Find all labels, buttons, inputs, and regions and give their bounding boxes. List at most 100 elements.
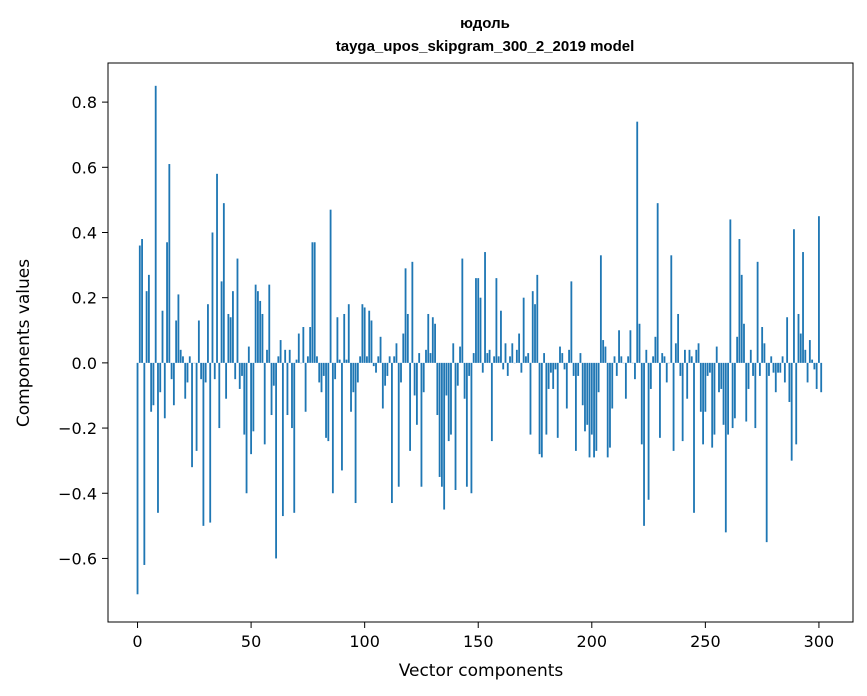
- bar-228: [654, 336, 657, 363]
- bar-159: [497, 356, 500, 363]
- bar-240: [681, 362, 684, 442]
- bar-17: [175, 320, 178, 363]
- bar-266: [740, 274, 743, 363]
- bar-263: [733, 362, 736, 419]
- bar-80: [318, 362, 321, 383]
- bar-46: [241, 362, 243, 376]
- bar-300: [818, 216, 820, 363]
- bar-227: [652, 356, 655, 363]
- y-tick-label: −0.6: [58, 549, 97, 568]
- bar-212: [618, 330, 620, 363]
- bar-260: [727, 362, 729, 435]
- bar-117: [402, 333, 405, 363]
- bar-279: [770, 356, 773, 363]
- bar-208: [609, 362, 611, 448]
- bar-19: [179, 349, 182, 363]
- bar-45: [238, 362, 241, 389]
- bar-239: [679, 362, 682, 376]
- bar-59: [270, 362, 273, 416]
- bar-165: [511, 343, 514, 363]
- bar-16: [172, 362, 175, 406]
- chart-title: юдоль: [460, 15, 510, 32]
- bar-39: [225, 362, 228, 399]
- bar-194: [577, 362, 580, 376]
- plot-frame: [107, 62, 854, 623]
- bar-291: [797, 313, 800, 363]
- bar-67: [288, 349, 291, 363]
- bar-55: [261, 313, 264, 363]
- bar-198: [586, 362, 589, 425]
- bar-157: [493, 356, 496, 363]
- bar-295: [806, 362, 809, 383]
- x-axis: 0 50 100 150 200 250 300: [132, 622, 834, 651]
- bar-283: [779, 362, 782, 373]
- bar-37: [220, 281, 223, 363]
- bar-162: [504, 343, 507, 363]
- bar-53: [257, 291, 259, 363]
- bar-144: [463, 362, 466, 399]
- bar-56: [263, 362, 266, 445]
- bar-70: [295, 359, 298, 363]
- bar-129: [429, 353, 432, 363]
- bar-191: [570, 281, 573, 363]
- bar-232: [663, 356, 666, 363]
- bar-50: [250, 362, 253, 455]
- bar-41: [229, 317, 232, 363]
- bar-66: [286, 362, 289, 416]
- bar-259: [724, 362, 727, 533]
- y-axis: −0.6 −0.4 −0.2 0.0 0.2 0.4 0.6 0.8: [58, 93, 108, 568]
- bar-44: [236, 258, 239, 363]
- bar-199: [588, 362, 591, 458]
- bar-241: [684, 349, 686, 363]
- bar-276: [763, 343, 766, 363]
- bar-216: [627, 356, 630, 363]
- bar-267: [743, 323, 745, 363]
- bar-11: [161, 310, 164, 363]
- bar-84: [327, 362, 330, 442]
- bar-123: [415, 362, 418, 425]
- bar-174: [531, 291, 534, 363]
- y-tick-label: 0.8: [72, 93, 97, 112]
- bar-42: [232, 291, 234, 363]
- bar-177: [538, 362, 541, 455]
- bar-24: [191, 362, 193, 468]
- y-tick-label: −0.4: [58, 484, 97, 503]
- bar-173: [529, 362, 532, 435]
- bar-254: [713, 362, 716, 435]
- bar-96: [354, 362, 357, 504]
- bar-116: [400, 362, 402, 383]
- bar-202: [595, 362, 598, 451]
- bar-236: [672, 362, 675, 451]
- bar-111: [388, 356, 391, 363]
- bar-265: [738, 239, 741, 363]
- bar-47: [243, 362, 246, 435]
- bar-7: [152, 362, 155, 406]
- bar-109: [384, 362, 387, 386]
- bar-206: [604, 346, 607, 363]
- chart-subtitle: tayga_upos_skipgram_300_2_2019 model: [336, 38, 635, 55]
- bar-204: [599, 255, 602, 363]
- bar-131: [434, 323, 436, 363]
- bar-12: [163, 362, 166, 419]
- bar-160: [500, 310, 502, 363]
- bar-221: [638, 323, 641, 363]
- bar-197: [584, 362, 586, 432]
- bar-78: [313, 242, 316, 363]
- bar-124: [418, 353, 421, 363]
- bar-190: [568, 349, 570, 363]
- bar-156: [490, 362, 493, 442]
- bar-127: [425, 349, 427, 363]
- bar-20: [182, 356, 184, 363]
- bar-296: [808, 340, 811, 363]
- bar-299: [815, 362, 818, 389]
- bar-257: [720, 362, 723, 389]
- bar-120: [409, 362, 411, 451]
- bar-98: [359, 356, 362, 363]
- bar-230: [659, 362, 661, 438]
- bar-31: [207, 304, 209, 363]
- x-tick-label: 0: [132, 632, 142, 651]
- bar-87: [334, 362, 337, 380]
- bar-225: [647, 362, 650, 500]
- bar-83: [325, 362, 327, 438]
